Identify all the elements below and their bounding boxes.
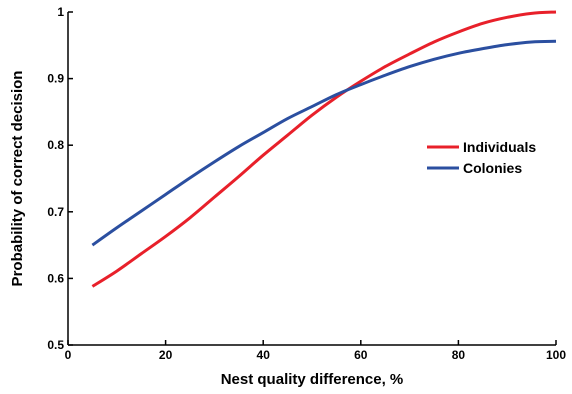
y-tick-label: 0.6 [47,271,64,285]
x-tick-label: 100 [546,348,566,362]
x-tick-label: 80 [452,348,466,362]
colonies-line [91,39,557,247]
y-axis-label: Probability of correct decision [9,71,26,287]
series-lines [91,10,557,288]
y-tick-label: 0.9 [47,72,64,86]
y-tick-label: 0.8 [47,138,64,152]
x-axis-label: Nest quality difference, % [221,371,404,388]
individuals-line [91,10,557,288]
x-tick-label: 40 [257,348,271,362]
x-tick-label: 0 [65,348,72,362]
axes [67,12,556,346]
y-tick-label: 0.7 [47,205,64,219]
legend-label-colonies: Colonies [463,160,522,176]
legend-label-individuals: Individuals [463,139,536,155]
y-tick-label: 1 [57,5,64,19]
y-tick-label: 0.5 [47,338,64,352]
x-tick-label: 60 [354,348,368,362]
axis-ticks: 0 20 40 60 80 100 0.5 0.6 0.7 0.8 0.9 1 [47,5,566,362]
x-tick-label: 20 [159,348,173,362]
legend: Individuals Colonies [427,139,536,176]
